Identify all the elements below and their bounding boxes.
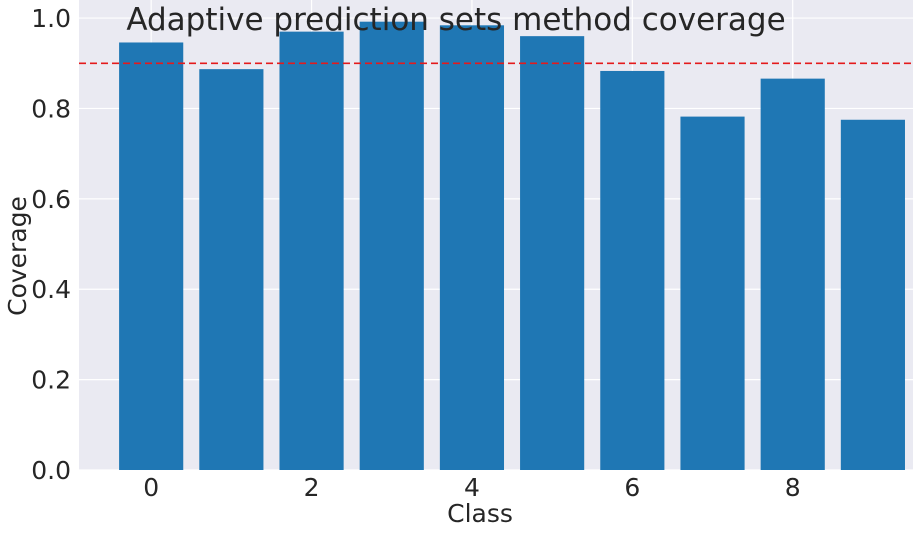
x-tick-label: 0 (143, 473, 159, 502)
y-tick-label: 0.2 (31, 366, 71, 395)
bar-class-2 (279, 31, 344, 471)
y-tick-label: 1.0 (31, 4, 71, 33)
bar-class-1 (199, 69, 264, 471)
x-axis-ticks: 0 2 4 6 8 (143, 473, 800, 502)
x-tick-label: 4 (464, 473, 480, 502)
bar-class-5 (520, 36, 585, 471)
bar-class-7 (680, 116, 745, 470)
x-tick-label: 8 (785, 473, 801, 502)
y-tick-label: 0.6 (31, 185, 71, 214)
x-axis-label: Class (447, 499, 513, 528)
y-tick-label: 0.0 (31, 456, 71, 485)
x-tick-label: 2 (304, 473, 320, 502)
bar-class-0 (119, 42, 184, 470)
bar-class-8 (760, 78, 825, 470)
bar-class-4 (439, 25, 505, 471)
bars (119, 21, 905, 471)
bar-class-6 (600, 70, 665, 471)
x-tick-label: 6 (624, 473, 640, 502)
bar-class-3 (359, 21, 424, 470)
chart-title: Adaptive prediction sets method coverage (126, 2, 785, 38)
y-tick-label: 0.4 (31, 275, 71, 304)
y-tick-label: 0.8 (31, 94, 71, 123)
bar-class-9 (840, 119, 905, 470)
y-axis-label: Coverage (3, 196, 32, 316)
y-axis-ticks: 0.0 0.2 0.4 0.6 0.8 1.0 (31, 4, 71, 485)
